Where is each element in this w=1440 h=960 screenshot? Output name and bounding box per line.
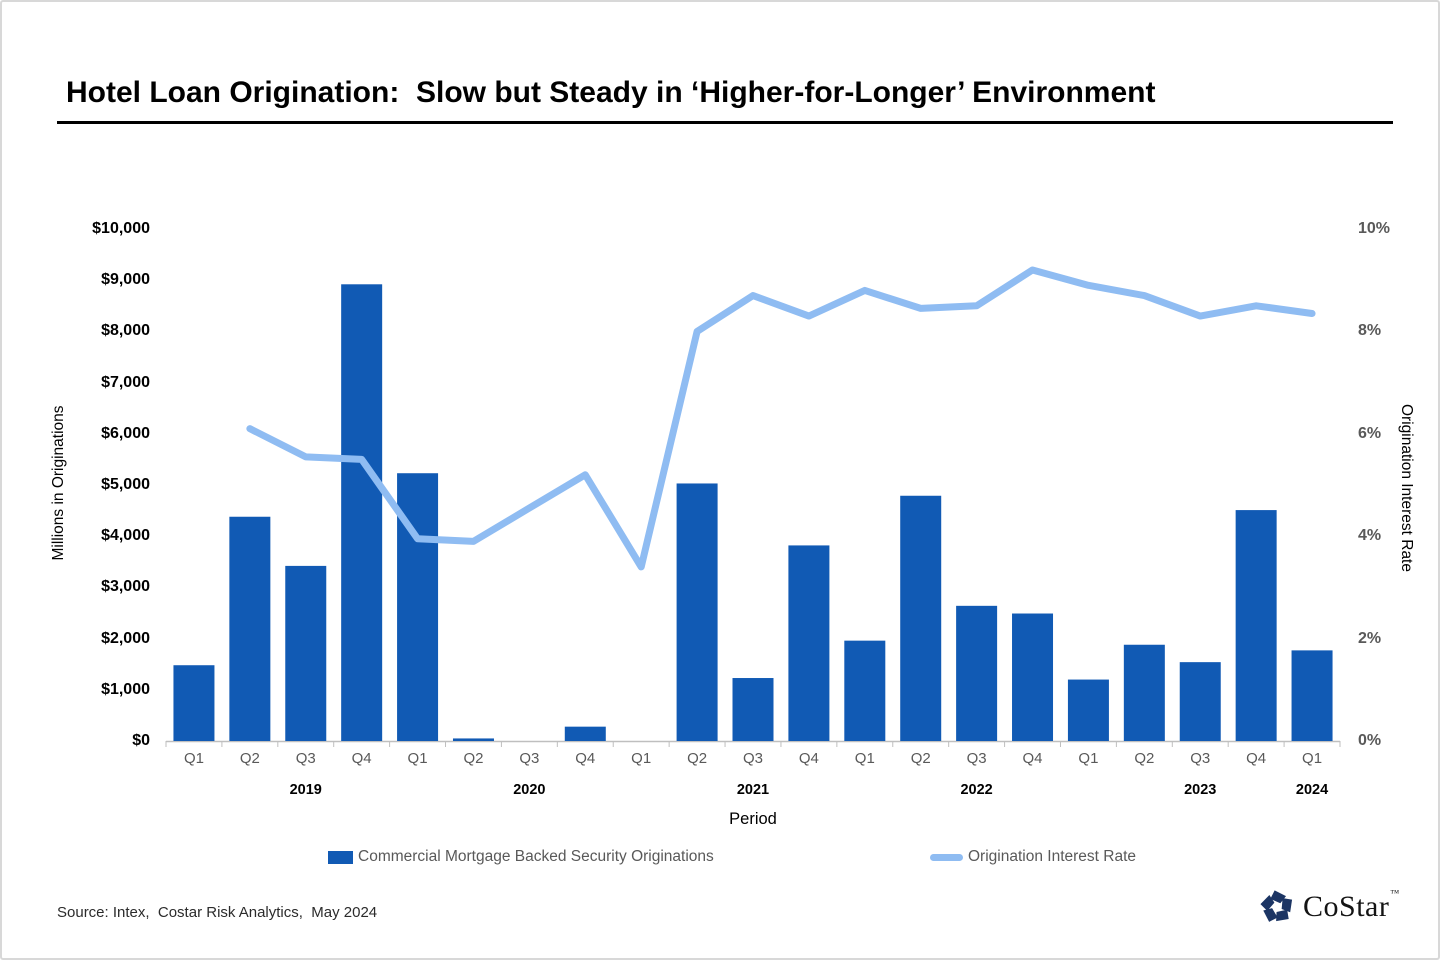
pinwheel-blade <box>1260 895 1275 911</box>
pinwheel-blade <box>1270 890 1287 904</box>
costar-logo-icon <box>1260 890 1293 922</box>
source-note: Source: Intex, Costar Risk Analytics, Ma… <box>57 904 378 921</box>
bar <box>173 665 215 741</box>
costar-logo-text: CoStar™ <box>1303 888 1400 923</box>
bar <box>676 483 718 741</box>
chart-title: Hotel Loan Origination: Slow but Steady … <box>66 76 1156 109</box>
bar <box>844 640 886 741</box>
bar <box>1235 510 1277 741</box>
bar <box>452 738 494 741</box>
bar <box>900 495 942 741</box>
legend-item-line-series: Origination Interest Rate <box>930 845 1136 869</box>
left-axis-title: Millions in Originations <box>50 405 67 561</box>
right-axis-title: Origination Interest Rate <box>1398 403 1415 572</box>
legend-label-line-series: Origination Interest Rate <box>968 848 1137 865</box>
bar <box>1123 644 1165 741</box>
bar <box>341 284 383 741</box>
pinwheel-blade <box>1281 898 1293 913</box>
costar-logo: CoStar™ <box>1258 888 1399 926</box>
bar <box>1067 679 1109 741</box>
bar <box>229 516 271 741</box>
bar <box>1012 613 1054 741</box>
chart-legend: Commercial Mortgage Backed Security Orig… <box>2 845 1438 869</box>
bar <box>788 545 830 741</box>
bar <box>956 605 998 741</box>
pinwheel-blade <box>1263 908 1278 922</box>
x-axis-title: Period <box>729 810 777 828</box>
bar <box>1179 662 1221 741</box>
pinwheel-blade <box>1276 909 1289 922</box>
bar <box>564 726 606 741</box>
title-divider <box>57 121 1393 124</box>
interest-rate-line <box>246 266 1316 571</box>
bar-series-swatch <box>328 850 353 864</box>
legend-label-bar-series: Commercial Mortgage Backed Security Orig… <box>358 848 714 865</box>
bar <box>1291 650 1333 741</box>
line-series-swatch <box>930 853 963 861</box>
bar <box>285 565 327 741</box>
legend-item-bar-series: Commercial Mortgage Backed Security Orig… <box>328 845 714 869</box>
trademark-symbol: ™ <box>1390 888 1400 898</box>
bar <box>732 678 774 741</box>
